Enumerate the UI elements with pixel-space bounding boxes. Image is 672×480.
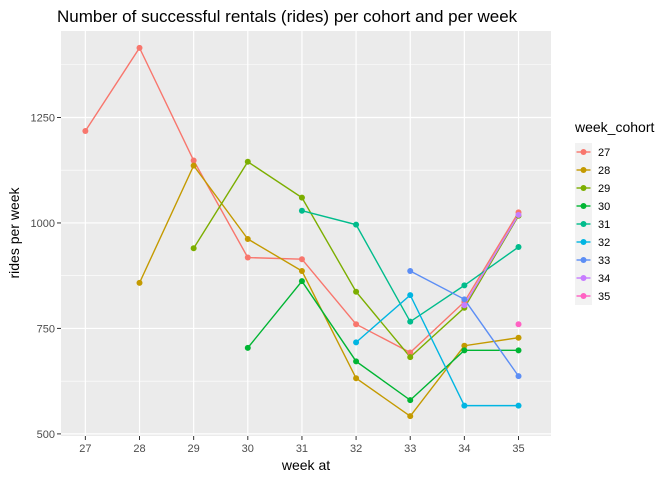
y-axis-title: rides per week: [6, 186, 22, 278]
y-tick-label: 750: [37, 323, 55, 335]
series-line-28: [138, 164, 519, 418]
data-point-34: [461, 302, 468, 309]
legend-label: 35: [598, 291, 610, 303]
legend-label: 27: [598, 147, 610, 159]
y-tick-label: 500: [37, 429, 55, 441]
legend-label: 34: [598, 273, 610, 285]
data-point-30: [515, 347, 522, 354]
x-tick-label: 32: [350, 443, 362, 455]
legend-key-point: [580, 239, 587, 245]
x-axis-title: week at: [281, 457, 330, 473]
legend-label: 30: [598, 201, 610, 213]
data-point-28: [461, 342, 468, 349]
data-point-28: [298, 268, 305, 275]
data-point-30: [244, 344, 251, 351]
data-point-32: [461, 402, 468, 409]
x-tick-label: 31: [296, 443, 308, 455]
data-point-30: [353, 358, 360, 365]
x-tick-label: 35: [512, 443, 524, 455]
data-point-27: [298, 256, 305, 263]
x-tick-label: 28: [133, 443, 145, 455]
legend: week_cohort 27 28 29 30 31 32 33 34 35: [574, 119, 654, 305]
data-point-28: [136, 279, 143, 286]
x-tick-label: 30: [242, 443, 254, 455]
plot-panel: [61, 31, 551, 436]
data-point-32: [353, 339, 360, 346]
x-tick-label: 27: [79, 443, 91, 455]
legend-key-point: [580, 257, 587, 263]
data-point-28: [244, 235, 251, 242]
series-line-32: [355, 293, 519, 407]
legend-key-point: [580, 203, 587, 209]
x-tick-label: 33: [404, 443, 416, 455]
data-point-30: [461, 347, 468, 354]
series-points: [82, 44, 522, 420]
data-point-30: [407, 397, 414, 404]
data-point-28: [407, 413, 414, 420]
grid-lines: [61, 31, 551, 436]
data-point-27: [353, 321, 360, 328]
data-point-32: [407, 292, 414, 299]
legend-title: week_cohort: [574, 119, 654, 135]
data-point-33: [515, 373, 522, 380]
data-point-28: [353, 375, 360, 382]
data-point-27: [190, 157, 197, 164]
data-point-31: [298, 207, 305, 214]
data-point-29: [244, 158, 251, 165]
data-point-27: [244, 254, 251, 261]
data-point-28: [515, 334, 522, 341]
data-point-30: [298, 278, 305, 285]
series-line-30: [247, 279, 519, 402]
data-point-33: [461, 296, 468, 303]
data-point-35: [515, 321, 522, 328]
legend-label: 31: [598, 219, 610, 231]
data-point-29: [407, 354, 414, 361]
legend-label: 32: [598, 237, 610, 249]
legend-key-point: [580, 185, 587, 191]
x-tick-label: 34: [458, 443, 470, 455]
data-point-29: [190, 245, 197, 252]
data-point-33: [407, 268, 414, 275]
data-point-31: [353, 221, 360, 228]
legend-key-point: [580, 221, 587, 227]
data-point-31: [515, 244, 522, 250]
legend-label: 28: [598, 165, 610, 177]
legend-key-point: [580, 293, 587, 299]
data-point-28: [190, 162, 197, 169]
legend-key-point: [580, 149, 587, 155]
data-point-27: [407, 349, 414, 356]
data-point-27: [136, 44, 143, 51]
x-axis-ticks: 27 28 29 30 31 32 33 34 35: [79, 436, 525, 455]
legend-key-point: [580, 167, 587, 173]
y-tick-label: 1000: [31, 218, 55, 230]
chart-title: Number of successful rentals (rides) per…: [57, 7, 518, 26]
data-point-31: [407, 318, 414, 325]
data-point-32: [515, 402, 522, 409]
y-axis-ticks: 500 750 1000 1250: [31, 112, 61, 441]
data-point-27: [82, 127, 89, 134]
data-point-29: [298, 194, 305, 201]
series-line-34: [463, 214, 520, 306]
data-point-29: [353, 288, 360, 295]
legend-label: 29: [598, 183, 610, 195]
x-tick-label: 29: [188, 443, 200, 455]
y-tick-label: 1250: [31, 112, 55, 124]
data-point-31: [461, 282, 468, 289]
legend-label: 33: [598, 255, 610, 267]
data-point-34: [515, 211, 522, 218]
legend-key-point: [580, 275, 587, 281]
